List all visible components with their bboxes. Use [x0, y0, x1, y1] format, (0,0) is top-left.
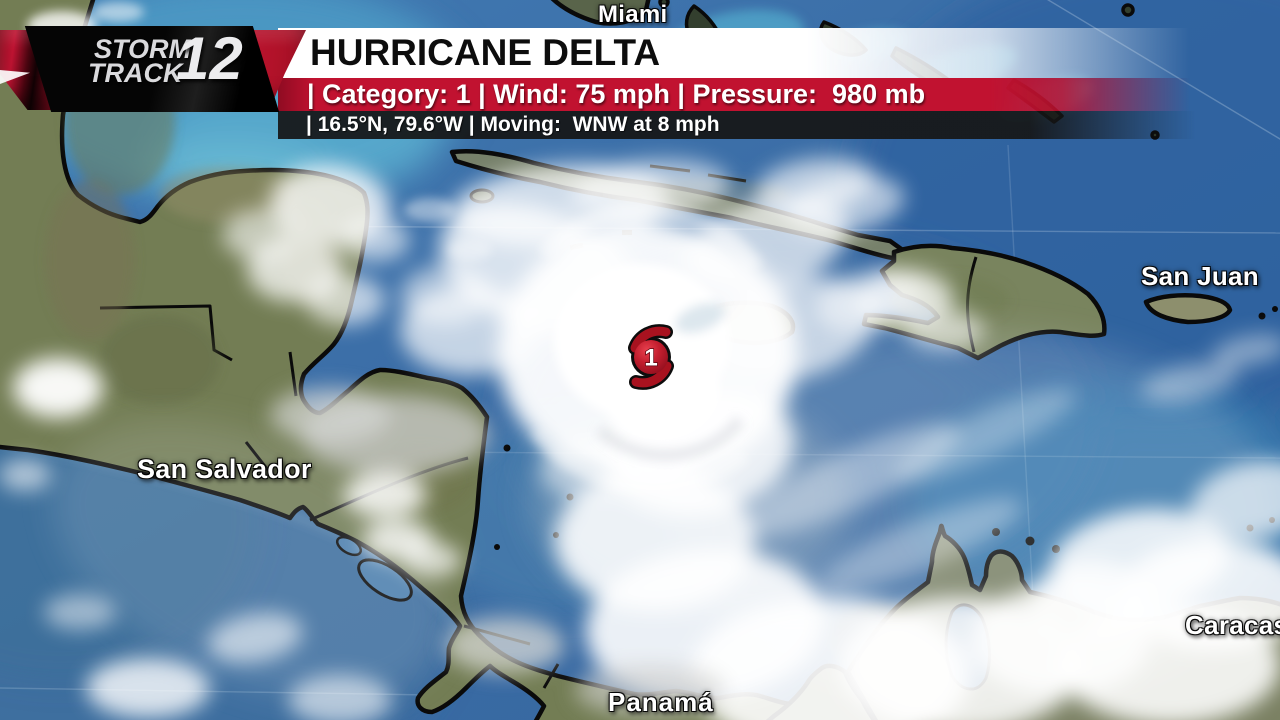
logo-word-storm: STORM [94, 34, 192, 64]
map-label-caracas: Caracas [1185, 610, 1280, 640]
storm-position: | 16.5°N, 79.6°W | Moving: WNW at 8 mph [306, 113, 720, 136]
logo-channel-number: 12 [176, 25, 243, 92]
storm-stats-band: | Category: 1 | Wind: 75 mph | Pressure:… [278, 78, 1190, 111]
storm-category-label: 1 [644, 345, 657, 372]
storm-stats: | Category: 1 | Wind: 75 mph | Pressure:… [307, 79, 926, 109]
land-puerto-rico [1143, 293, 1233, 325]
hurricane-icon: 1 [628, 324, 674, 390]
map-label-san-salvador: San Salvador [137, 454, 312, 484]
storm-position-band: | 16.5°N, 79.6°W | Moving: WNW at 8 mph [278, 111, 1195, 139]
map-label-miami: Miami [598, 1, 668, 28]
land-florida [550, 0, 651, 26]
station-logo: STORM TRACK 12 [0, 25, 312, 114]
logo-word-track: TRACK [88, 58, 183, 88]
storm-title-band: HURRICANE DELTA [278, 28, 1190, 78]
map-label-panama: Panamá [608, 687, 714, 717]
map-label-san-juan: San Juan [1141, 261, 1259, 291]
storm-title: HURRICANE DELTA [310, 32, 661, 73]
